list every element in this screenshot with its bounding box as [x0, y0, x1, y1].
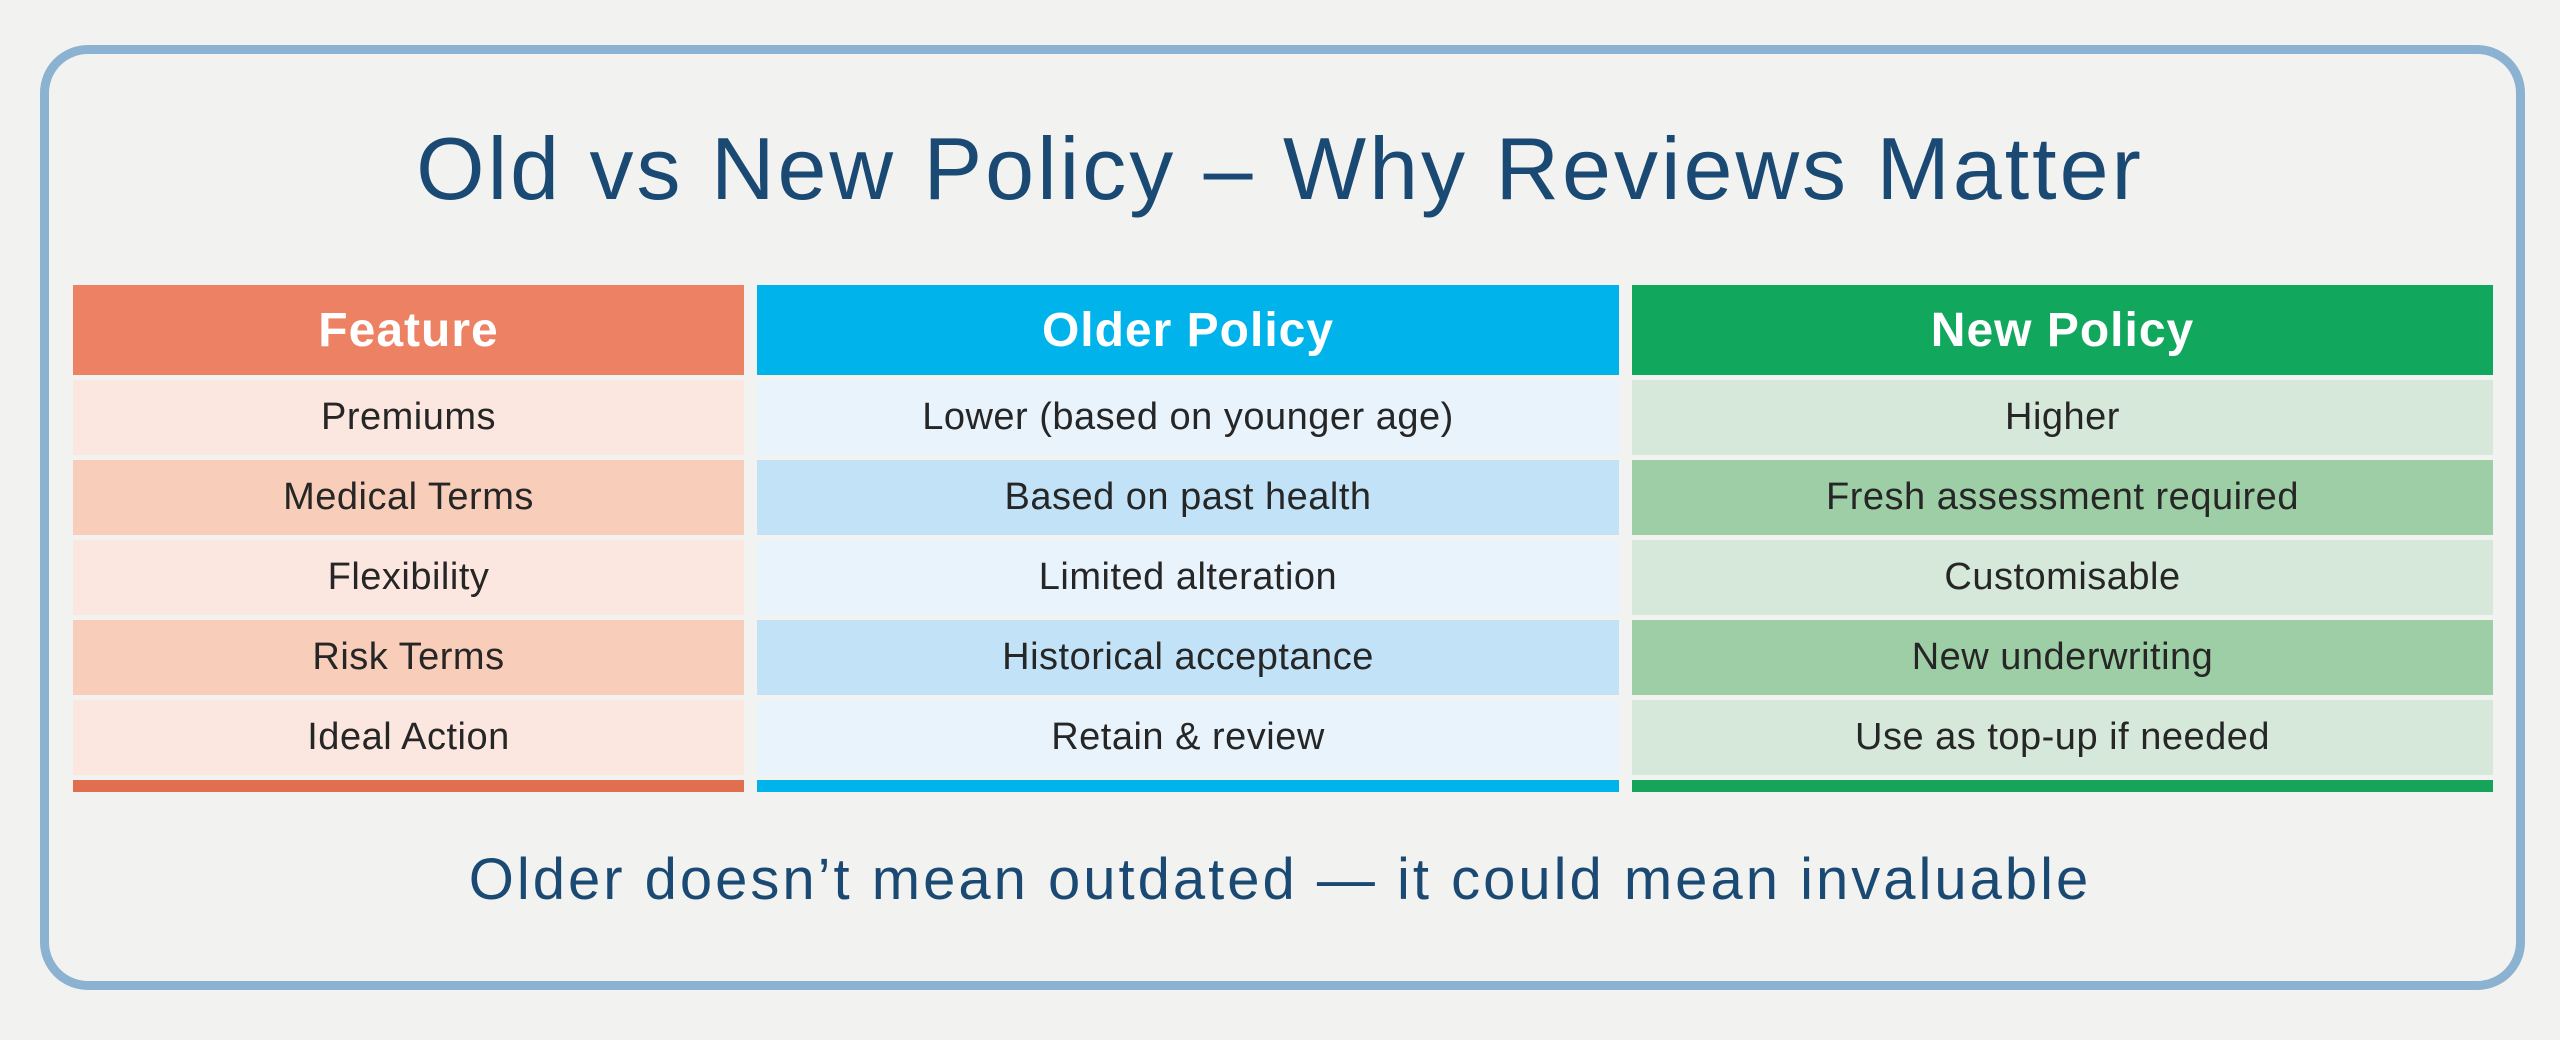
- column-header-feature: Feature: [73, 285, 744, 375]
- table-bottom-stripe-feature: [73, 780, 744, 792]
- table-bottom-stripe-older: [757, 780, 1619, 792]
- cell-older-risk-terms: Historical acceptance: [757, 620, 1619, 695]
- cell-older-flexibility: Limited alteration: [757, 540, 1619, 615]
- cell-feature-medical-terms: Medical Terms: [73, 460, 744, 535]
- cell-new-risk-terms: New underwriting: [1632, 620, 2493, 695]
- cell-older-premiums: Lower (based on younger age): [757, 380, 1619, 455]
- cell-feature-ideal-action: Ideal Action: [73, 700, 744, 775]
- tagline: Older doesn’t mean outdated — it could m…: [468, 847, 2092, 912]
- cell-new-medical-terms: Fresh assessment required: [1632, 460, 2493, 535]
- table-bottom-stripe-new: [1632, 780, 2493, 792]
- cell-older-ideal-action: Retain & review: [757, 700, 1619, 775]
- cell-feature-flexibility: Flexibility: [73, 540, 744, 615]
- cell-new-ideal-action: Use as top-up if needed: [1632, 700, 2493, 775]
- column-header-older-policy: Older Policy: [757, 285, 1619, 375]
- cell-new-premiums: Higher: [1632, 380, 2493, 455]
- cell-older-medical-terms: Based on past health: [757, 460, 1619, 535]
- cell-new-flexibility: Customisable: [1632, 540, 2493, 615]
- column-header-new-policy: New Policy: [1632, 285, 2493, 375]
- cell-feature-risk-terms: Risk Terms: [73, 620, 744, 695]
- cell-feature-premiums: Premiums: [73, 380, 744, 455]
- page-title: Old vs New Policy – Why Reviews Matter: [416, 119, 2144, 218]
- comparison-table: Feature Older Policy New Policy Premiums…: [73, 285, 2493, 792]
